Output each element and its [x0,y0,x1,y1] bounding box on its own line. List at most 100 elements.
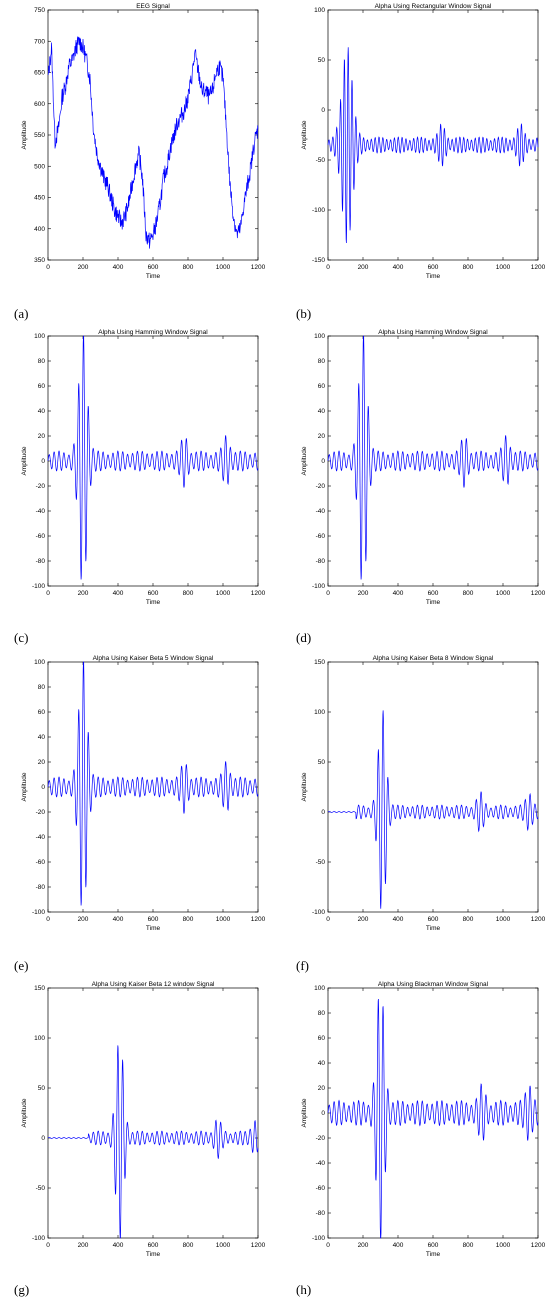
x-tick-label: 400 [393,916,404,923]
x-tick-label: 600 [428,1242,439,1249]
chart-title: Alpha Using Rectangular Window Signal [375,3,492,10]
y-tick-label: -40 [316,508,326,515]
y-axis-label: Amplitude [301,120,308,149]
y-tick-label: 400 [34,226,45,233]
series-line [327,335,539,580]
panel-h: Alpha Using Blackman Window Signal 0 200 40… [280,978,560,1304]
y-tick-label: 20 [38,433,46,440]
x-axis-label: Time [146,1251,161,1258]
y-tick-label: 0 [321,458,325,465]
chart-g: Alpha Using Kaiser Beta 12 window Signal… [21,981,266,1258]
caption-f: (f) [296,958,309,973]
y-tick-label: -50 [36,1185,46,1192]
x-tick-label: 800 [463,916,474,923]
plot-frame [47,987,259,1239]
y-tick-label: 150 [314,659,325,666]
caption-d: (d) [296,630,312,645]
y-tick-label: 80 [38,684,46,691]
x-tick-label: 0 [326,590,330,597]
x-tick-label: 1000 [496,1242,511,1249]
chart-title: Alpha Using Hamming Window Signal [98,329,208,336]
x-tick-label: 0 [46,916,50,923]
y-tick-label: 60 [38,383,46,390]
y-tick-label: -80 [316,558,326,565]
x-tick-label: 600 [148,590,159,597]
caption-b: (b) [296,306,312,321]
y-tick-label: 0 [321,809,325,816]
y-tick-label: -100 [312,909,325,916]
y-tick-label: 0 [41,1135,45,1142]
x-tick-label: 400 [113,1242,124,1249]
y-tick-label: -20 [316,483,326,490]
y-tick-label: -60 [316,1185,326,1192]
y-tick-label: 60 [318,383,326,390]
y-tick-label: 100 [314,709,325,716]
x-tick-label: 600 [148,1242,159,1249]
panel-e: Alpha Using Kaiser Beta 5 Window Signal 0… [0,652,280,978]
x-tick-label: 0 [46,1242,50,1249]
x-tick-label: 400 [393,264,404,271]
y-tick-label: -80 [36,558,46,565]
y-tick-label: -20 [316,1135,326,1142]
y-tick-label: -80 [316,1210,326,1217]
x-tick-label: 1000 [216,1242,231,1249]
y-tick-label: 50 [38,1085,46,1092]
y-tick-label: -100 [32,1235,45,1242]
x-tick-label: 400 [113,264,124,271]
x-tick-label: 600 [428,264,439,271]
y-tick-label: 150 [34,985,45,992]
x-tick-label: 400 [393,1242,404,1249]
chart-title: Alpha Using Kaiser Beta 12 window Signal [92,981,215,988]
panel-g: Alpha Using Kaiser Beta 12 window Signal… [0,978,280,1304]
plot-frame [47,9,259,261]
caption-c: (c) [14,630,29,645]
y-tick-label: 100 [314,985,325,992]
x-tick-label: 600 [148,264,159,271]
x-tick-label: 800 [183,916,194,923]
y-tick-label: 40 [38,408,46,415]
y-tick-label: 100 [314,7,325,14]
x-tick-label: 400 [393,590,404,597]
x-axis-label: Time [146,925,161,932]
x-tick-label: 0 [326,1242,330,1249]
y-tick-label: -20 [36,483,46,490]
y-tick-label: 100 [314,333,325,340]
series-line [47,1045,259,1239]
x-tick-label: 1200 [251,264,266,271]
y-axis-label: Amplitude [301,446,308,475]
x-tick-label: 600 [428,590,439,597]
y-axis-label: Amplitude [21,120,28,149]
series-line [327,999,539,1239]
x-tick-label: 1200 [531,264,546,271]
x-tick-label: 1000 [496,590,511,597]
y-tick-label: -40 [36,834,46,841]
x-tick-label: 600 [428,916,439,923]
x-axis-label: Time [146,599,161,606]
x-tick-label: 800 [463,1242,474,1249]
x-tick-label: 400 [113,590,124,597]
x-tick-label: 800 [183,264,194,271]
x-tick-label: 1000 [216,916,231,923]
y-tick-label: 100 [34,659,45,666]
y-tick-label: 20 [38,759,46,766]
y-tick-label: -80 [36,884,46,891]
y-tick-label: -60 [316,533,326,540]
x-tick-label: 600 [148,916,159,923]
x-tick-label: 800 [183,590,194,597]
x-tick-label: 800 [463,264,474,271]
y-tick-label: 650 [34,70,45,77]
x-axis-label: Time [426,273,441,280]
x-tick-label: 1200 [251,1242,266,1249]
chart-title: Alpha Using Hamming Window Signal [378,329,488,336]
y-tick-label: 20 [318,433,326,440]
caption-g: (g) [14,1282,30,1297]
chart-a: EEG Signal 0 200 400 600 800 1000 1200 350 400 450… [21,3,266,280]
y-tick-label: 100 [34,1035,45,1042]
x-tick-label: 800 [183,1242,194,1249]
y-tick-label: -100 [312,583,325,590]
x-tick-label: 200 [78,1242,89,1249]
y-tick-label: 60 [318,1035,326,1042]
series-line [47,661,259,906]
